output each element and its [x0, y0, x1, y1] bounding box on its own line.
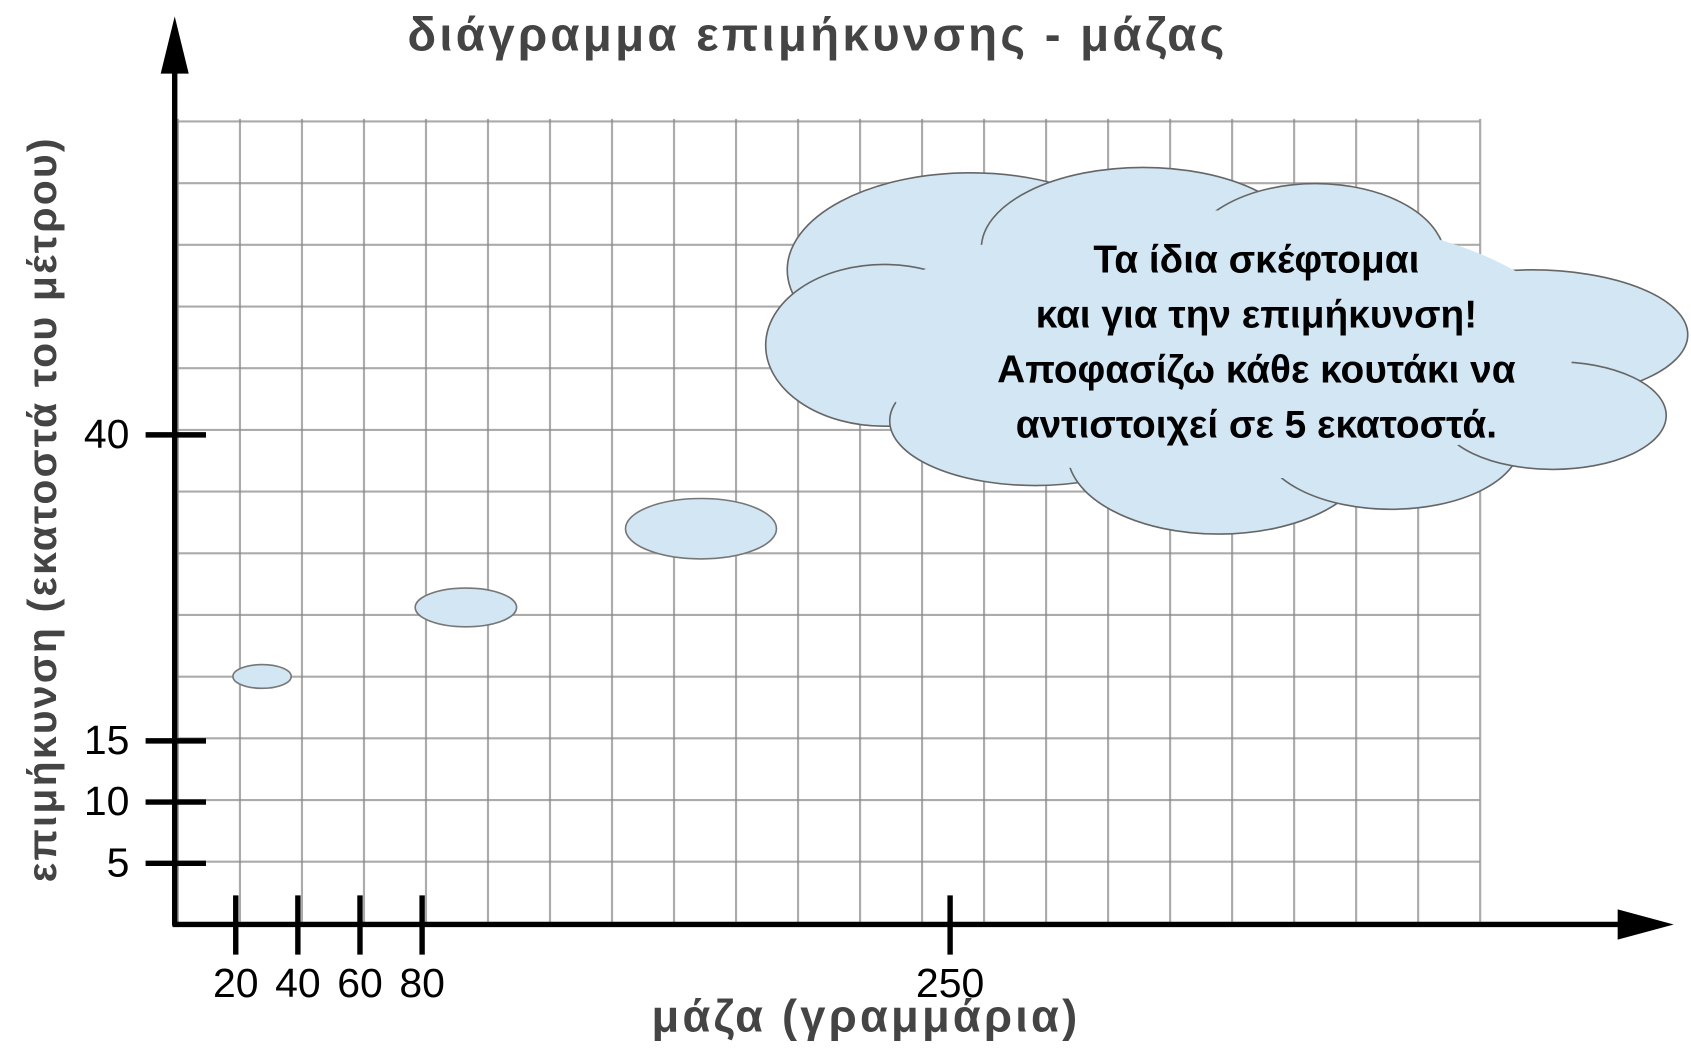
y-arrow: [161, 16, 189, 73]
y-tick-label: 40: [84, 411, 130, 457]
ticks: 5 10 15 40 20 40 60 80 250: [84, 411, 984, 1006]
x-tick-label: 60: [337, 960, 383, 1006]
cloud-line: αντιστοιχεί σε 5 εκατοστά.: [1016, 404, 1497, 447]
cloud-line: Τα ίδια σκέφτομαι: [1093, 239, 1419, 282]
title: διάγραμμα επιμήκυνσης - μάζας: [407, 9, 1227, 62]
blob: [625, 498, 776, 558]
x-tick-label: 40: [275, 960, 321, 1006]
blob: [415, 588, 516, 627]
x-axis-label: μάζα (γραμμάρια): [652, 990, 1081, 1041]
y-tick-label: 15: [84, 717, 130, 763]
y-axis-label: επιμήκυνση (εκατοστά του μέτρου): [19, 136, 65, 882]
blob: [233, 665, 291, 689]
cloud-line: Αποφασίζω κάθε κουτάκι να: [997, 349, 1516, 392]
diagram: Τα ίδια σκέφτομαι και για την επιμήκυνση!…: [0, 0, 1691, 1052]
y-tick-label: 5: [107, 839, 130, 885]
x-tick-label: 250: [916, 960, 984, 1006]
cloud-line: και για την επιμήκυνση!: [1036, 294, 1478, 337]
x-arrow: [1618, 909, 1674, 939]
y-tick-label: 10: [84, 778, 130, 824]
x-tick-label: 80: [399, 960, 445, 1006]
x-tick-label: 20: [213, 960, 259, 1006]
